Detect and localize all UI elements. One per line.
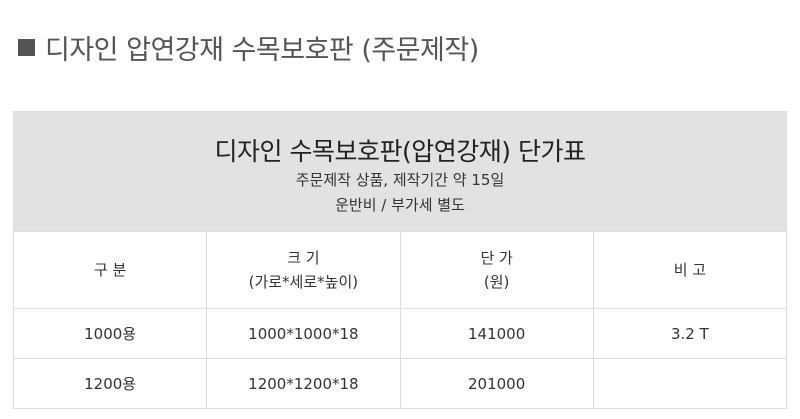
table-note: 운반비 / 부가세 별도 bbox=[335, 195, 465, 214]
header-label: 비 고 bbox=[673, 261, 707, 279]
column-header: 비 고 bbox=[592, 231, 788, 309]
table-cell: 141000 bbox=[399, 308, 594, 359]
header-row: 구 분 크 기 (가로*세로*높이) 단 가 (원) 비 고 bbox=[12, 231, 788, 309]
table-cell: 1200*1200*18 bbox=[206, 358, 401, 409]
column-header: 구 분 bbox=[12, 231, 208, 309]
table-cell: 1200용 bbox=[12, 358, 208, 409]
table-title: 디자인 수목보호판(압연강재) 단가표 bbox=[214, 136, 586, 166]
table-cell: 1000*1000*18 bbox=[206, 308, 401, 359]
header-label: 단 가 bbox=[480, 249, 513, 267]
table-cell: 1000용 bbox=[12, 308, 208, 359]
column-header: 단 가 (원) bbox=[399, 231, 594, 309]
table-row: 1200용 1200*1200*18 201000 bbox=[12, 358, 788, 409]
column-header: 크 기 (가로*세로*높이) bbox=[206, 231, 401, 309]
table-row: 1000용 1000*1000*18 141000 3.2 T bbox=[12, 308, 788, 359]
header-sublabel: (원) bbox=[483, 273, 510, 291]
page-heading: 디자인 압연강재 수목보호판 (주문제작) bbox=[18, 28, 479, 67]
header-label: 크 기 bbox=[287, 249, 320, 267]
table-cell bbox=[592, 358, 788, 409]
header-sublabel: (가로*세로*높이) bbox=[248, 273, 359, 291]
table-cell: 3.2 T bbox=[592, 308, 788, 359]
table-title-band: 디자인 수목보호판(압연강재) 단가표 주문제작 상품, 제작기간 약 15일 … bbox=[13, 111, 787, 232]
table-cell: 201000 bbox=[399, 358, 594, 409]
header-label: 구 분 bbox=[93, 261, 127, 279]
heading-text: 디자인 압연강재 수목보호판 (주문제작) bbox=[45, 35, 479, 66]
price-table: 디자인 수목보호판(압연강재) 단가표 주문제작 상품, 제작기간 약 15일 … bbox=[12, 111, 788, 409]
table-note: 주문제작 상품, 제작기간 약 15일 bbox=[295, 170, 505, 189]
square-bullet-icon bbox=[18, 39, 35, 56]
